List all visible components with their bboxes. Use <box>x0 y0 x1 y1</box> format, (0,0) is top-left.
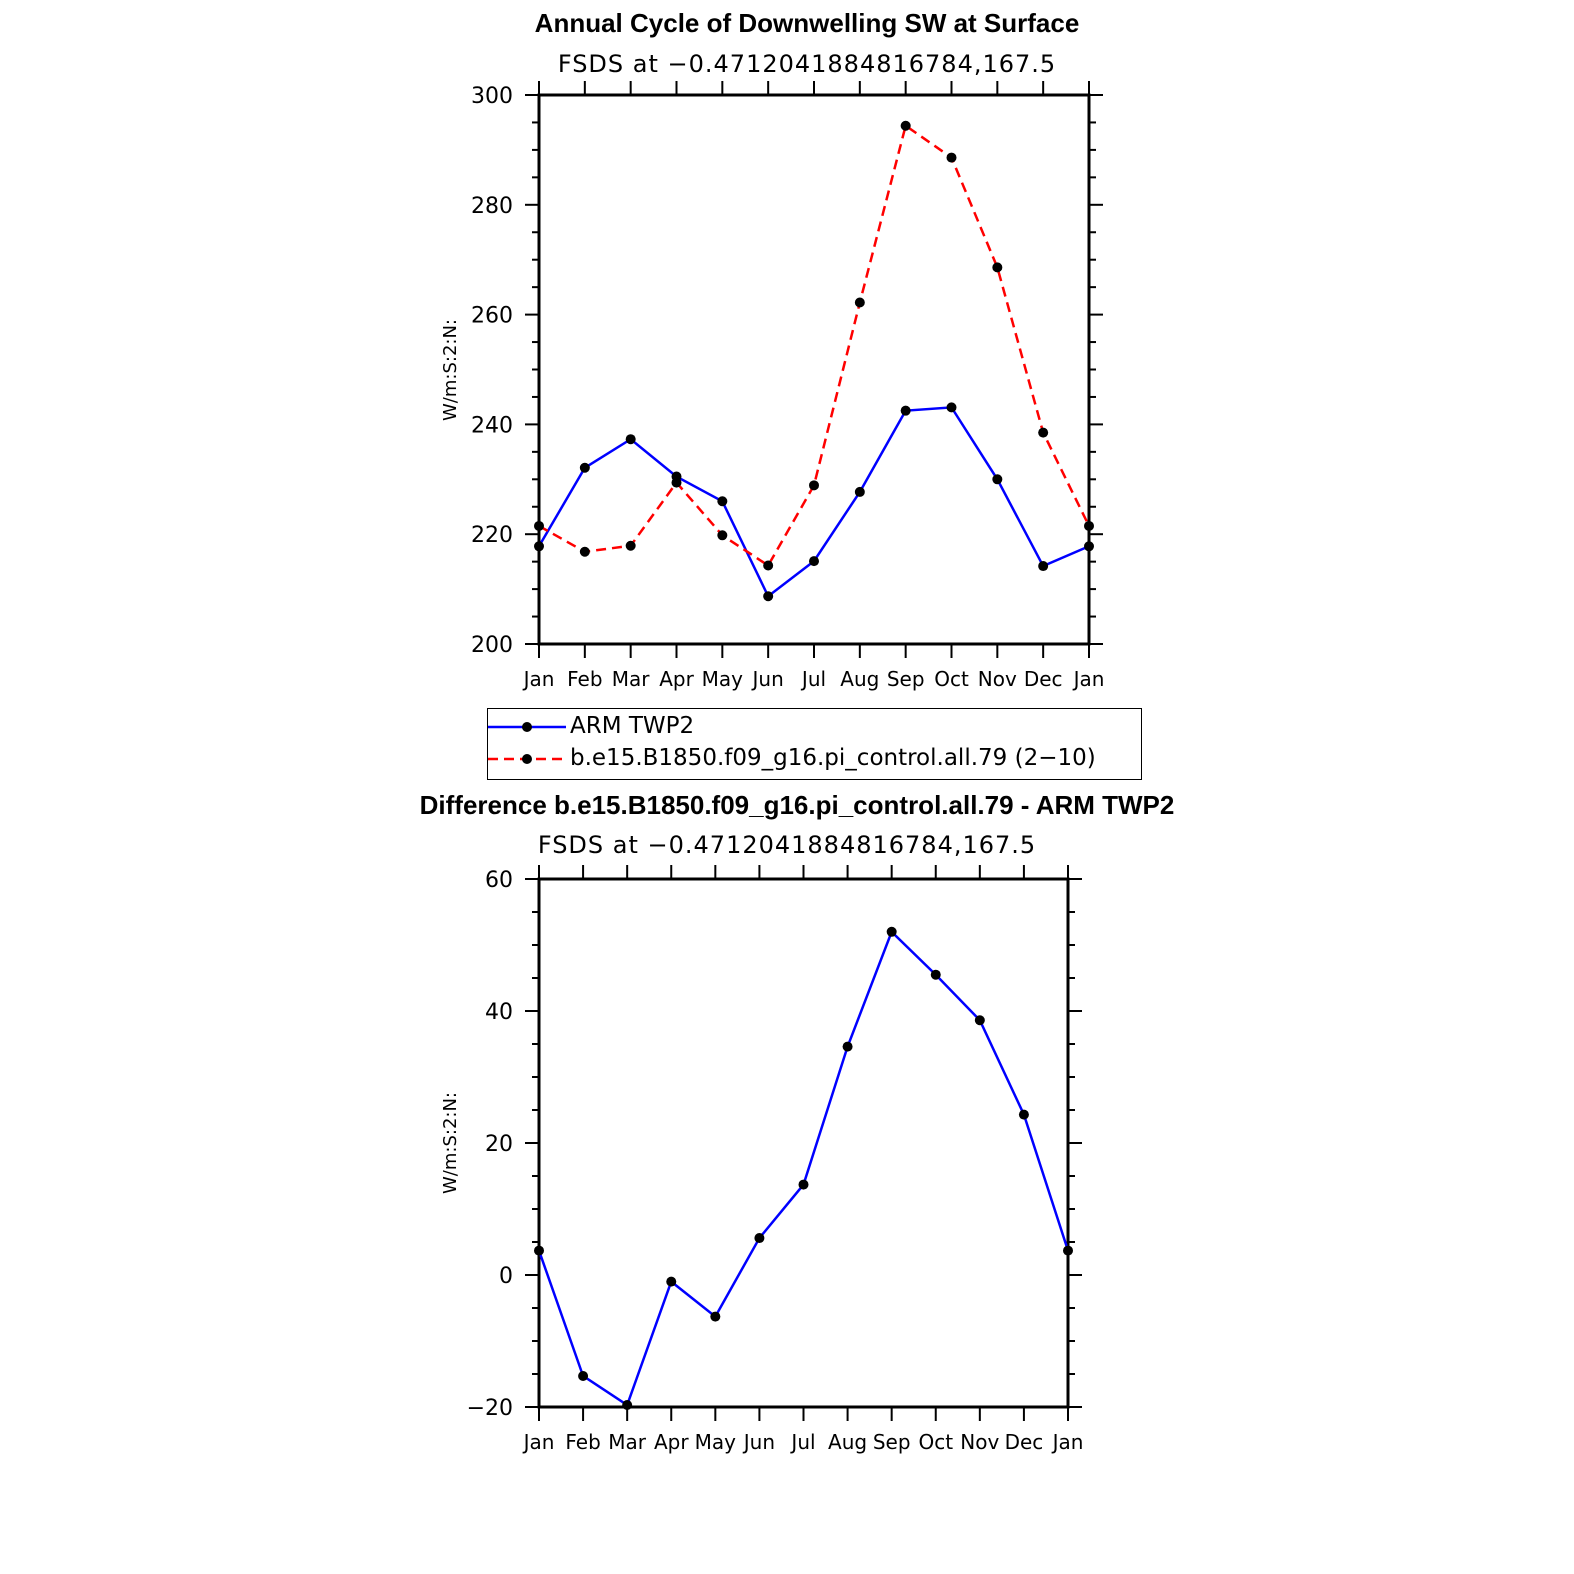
x-tick-label: Apr <box>659 667 694 691</box>
chart-1-series-0-point <box>625 434 636 445</box>
chart-2-series-0-point <box>974 1015 985 1026</box>
legend-label-1: b.e15.B1850.f09_g16.pi_control.all.79 (2… <box>570 745 1096 771</box>
y-tick-label: 260 <box>471 304 513 329</box>
chart-1-series-1-point <box>809 480 819 491</box>
chart-2-series-0-point <box>754 1233 765 1244</box>
chart-1-series-1-point <box>671 477 682 488</box>
x-tick-label: Oct <box>918 1430 953 1454</box>
x-tick-label: Dec <box>1024 667 1063 691</box>
chart-1-series-1-point <box>946 152 957 163</box>
x-tick-label: Apr <box>654 1430 689 1454</box>
x-tick-label: May <box>695 1430 737 1454</box>
chart-2-series-0-point <box>798 1179 809 1190</box>
y-tick-label: 220 <box>471 523 513 548</box>
chart-1-series-0-point <box>992 474 1003 485</box>
chart-1-series-1-point <box>900 120 911 131</box>
x-tick-label: Jun <box>751 667 784 691</box>
legend-swatch-0 <box>488 722 566 732</box>
chart-1-series-0-point <box>579 462 590 473</box>
x-tick-label: Jan <box>522 1430 555 1454</box>
y-tick-label: −20 <box>467 1396 513 1421</box>
y-tick-label: 60 <box>485 868 513 893</box>
legend-swatch-1 <box>488 754 566 764</box>
chart-1-series-0-point <box>717 496 728 507</box>
y-tick-label: 200 <box>471 633 513 658</box>
legend-entry-0: ARM TWP2 <box>488 711 1141 743</box>
x-tick-label: Jan <box>1072 667 1105 691</box>
chart-1-series-0-point <box>854 486 865 497</box>
chart-1-series-0-point <box>809 556 819 567</box>
chart-1-series-0-point <box>900 405 911 416</box>
chart-2-series-0-point <box>534 1245 544 1256</box>
chart-1-series-1-point <box>854 297 865 308</box>
y-tick-label: 20 <box>485 1132 513 1157</box>
x-tick-label: May <box>702 667 744 691</box>
x-tick-label: Feb <box>565 1430 600 1454</box>
chart-1-series-1-point <box>717 530 728 541</box>
y-tick-label: 240 <box>471 413 513 438</box>
x-tick-label: Jan <box>1051 1430 1084 1454</box>
chart-1-series-1-point <box>534 520 544 531</box>
chart-1-title: Annual Cycle of Downwelling SW at Surfac… <box>534 8 1080 38</box>
chart-1-subtitle: FSDS at −0.4712041884816784,167.5 <box>557 50 1057 78</box>
chart-1-series-0-point <box>946 402 957 413</box>
x-tick-label: Sep <box>887 667 925 691</box>
chart-1-series-1-point <box>625 540 636 551</box>
x-tick-label: Mar <box>608 1430 647 1454</box>
x-tick-label: Mar <box>612 667 651 691</box>
chart-2-ylabel: W/m:S:2:N: <box>440 1092 461 1194</box>
chart-1-series-1-point <box>1038 427 1049 438</box>
y-tick-label: 300 <box>471 84 513 109</box>
chart-1-series-1-point <box>579 546 590 557</box>
y-tick-label: 40 <box>485 1000 513 1025</box>
chart-2-series-0-point <box>886 926 897 937</box>
y-tick-label: 0 <box>499 1264 513 1289</box>
x-tick-label: Jul <box>800 667 826 691</box>
chart-2-series-0-point <box>842 1041 853 1052</box>
chart-1-series-0-point <box>763 591 774 602</box>
x-tick-label: Dec <box>1005 1430 1044 1454</box>
chart-2-title: Difference b.e15.B1850.f09_g16.pi_contro… <box>419 790 1175 820</box>
chart-1-ylabel: W/m:S:2:N: <box>440 319 461 421</box>
chart-2-series-0-point <box>1018 1109 1029 1120</box>
chart-1-series-1-line <box>538 123 1091 568</box>
x-tick-label: Oct <box>934 667 969 691</box>
legend-entry-1: b.e15.B1850.f09_g16.pi_control.all.79 (2… <box>488 743 1141 775</box>
x-tick-label: Nov <box>960 1430 999 1454</box>
x-tick-label: Nov <box>978 667 1017 691</box>
chart-2-series-0-point <box>666 1276 677 1287</box>
chart-1-series-1-point <box>992 262 1003 273</box>
x-tick-label: Jun <box>742 1430 775 1454</box>
chart-1-series-1-point <box>1084 520 1094 531</box>
chart-1-series-0-line <box>537 406 1090 599</box>
chart-1-series-0-point <box>534 541 544 552</box>
chart-2-frame <box>537 877 1070 1409</box>
chart-2-series-0-point <box>1063 1245 1073 1256</box>
chart-2-series-0-line <box>537 929 1070 1407</box>
chart-1-series-0-point <box>1038 561 1049 572</box>
x-tick-label: Feb <box>567 667 602 691</box>
legend-label-0: ARM TWP2 <box>570 713 695 739</box>
x-tick-label: Jan <box>522 667 555 691</box>
chart-2-series-0-point <box>930 969 941 980</box>
chart-1-series-1-point <box>763 560 774 571</box>
x-tick-label: Jul <box>789 1430 815 1454</box>
chart-1-series-0-point <box>1084 541 1094 552</box>
chart-2-series-0-point <box>710 1311 721 1322</box>
chart-2-series-0-point <box>578 1370 589 1381</box>
x-tick-label: Sep <box>873 1430 911 1454</box>
y-tick-label: 280 <box>471 194 513 219</box>
chart-2-subtitle: FSDS at −0.4712041884816784,167.5 <box>537 831 1037 859</box>
chart-2-series-0-point <box>622 1400 633 1411</box>
chart-1-legend: ARM TWP2 b.e15.B1850.f09_g16.pi_control.… <box>487 708 1142 780</box>
x-tick-label: Aug <box>840 667 879 691</box>
x-tick-label: Aug <box>828 1430 867 1454</box>
